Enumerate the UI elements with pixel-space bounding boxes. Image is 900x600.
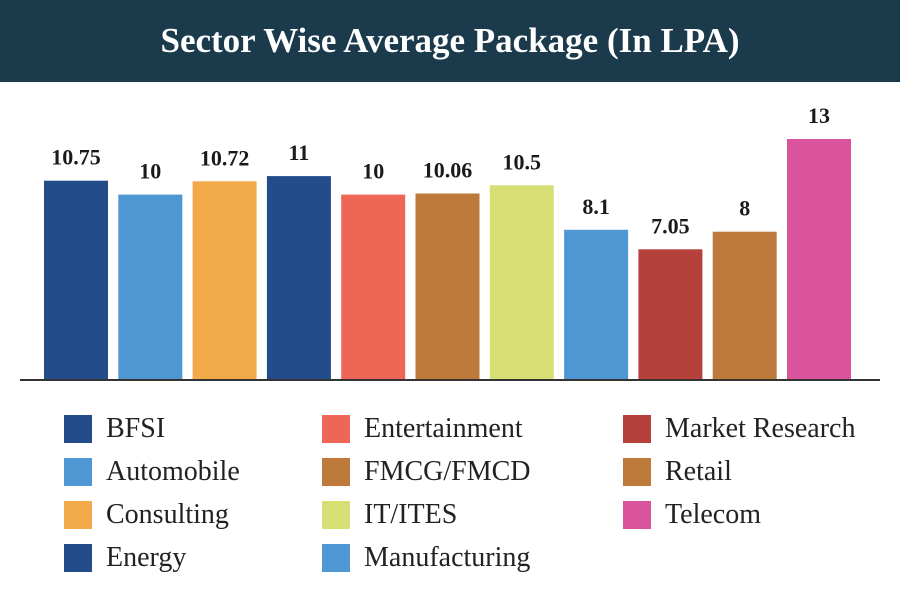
- value-label-energy: 11: [289, 140, 310, 165]
- legend-label: Automobile: [106, 456, 240, 487]
- legend-label: Telecom: [665, 499, 761, 530]
- bar-energy: [266, 176, 331, 380]
- legend-label: Market Research: [665, 413, 856, 444]
- legend-label: FMCG/FMCD: [364, 456, 531, 487]
- value-label-manufacturing: 8.1: [582, 194, 610, 219]
- value-label-market-research: 7.05: [651, 213, 690, 238]
- legend-swatch: [64, 501, 92, 529]
- legend-item-market-research: Market Research: [623, 412, 855, 446]
- value-label-entertainment: 10: [362, 159, 384, 184]
- legend-item-manufacturing: Manufacturing: [322, 541, 530, 575]
- value-label-bfsi: 10.75: [51, 145, 101, 170]
- value-label-retail: 8: [739, 196, 750, 221]
- bar-entertainment: [341, 194, 406, 380]
- legend-item-retail: Retail: [623, 455, 732, 489]
- value-label-automobile: 10: [139, 159, 161, 184]
- legend-label: BFSI: [106, 413, 166, 444]
- legend-item-automobile: Automobile: [64, 455, 240, 489]
- legend-item-consulting: Consulting: [64, 498, 229, 532]
- legend-item-energy: Energy: [64, 541, 186, 575]
- bar-market-research: [638, 249, 703, 380]
- legend-label: Entertainment: [364, 413, 523, 444]
- legend-swatch: [322, 415, 350, 443]
- bar-bfsi: [44, 180, 108, 380]
- legend-label: IT/ITES: [364, 499, 458, 530]
- legend-label: Manufacturing: [364, 542, 531, 573]
- legend-swatch: [623, 458, 651, 486]
- bar-automobile: [118, 194, 183, 380]
- chart-header: Sector Wise Average Package (In LPA): [0, 0, 900, 82]
- bar-consulting: [192, 181, 257, 380]
- legend-item-telecom: Telecom: [623, 498, 761, 532]
- legend-swatch: [322, 458, 350, 486]
- legend-swatch: [64, 544, 92, 572]
- bar-chart: 10.75 10 10.72 11 10 10.06 10.5 8.1 7.05 8 13: [20, 103, 880, 381]
- bar-manufacturing: [564, 229, 629, 380]
- value-label-fmcg-fmcd: 10.06: [423, 158, 473, 183]
- value-label-it-ites: 10.5: [503, 149, 542, 174]
- bar-retail: [712, 231, 777, 380]
- value-label-telecom: 13: [808, 103, 830, 128]
- legend-swatch: [322, 544, 350, 572]
- bar-it-ites: [489, 185, 554, 380]
- bar-group: [44, 139, 851, 380]
- legend-swatch: [623, 501, 651, 529]
- value-label-group: 10.75 10 10.72 11 10 10.06 10.5 8.1 7.05 8 13: [51, 103, 830, 238]
- legend-item-entertainment: Entertainment: [322, 412, 523, 446]
- legend-swatch: [623, 415, 651, 443]
- legend-swatch: [322, 501, 350, 529]
- legend-label: Energy: [106, 542, 187, 573]
- bar-telecom: [787, 139, 851, 380]
- legend-item-it-ites: IT/ITES: [322, 498, 457, 532]
- legend-item-bfsi: BFSI: [64, 412, 165, 446]
- value-label-consulting: 10.72: [200, 145, 250, 170]
- legend-swatch: [64, 458, 92, 486]
- legend-item-fmcg-fmcd: FMCG/FMCD: [322, 455, 531, 489]
- chart-legend: BFSI Automobile Consulting Energy Entertainm…: [0, 404, 900, 600]
- legend-swatch: [64, 415, 92, 443]
- chart-title: Sector Wise Average Package (In LPA): [160, 21, 740, 60]
- legend-label: Consulting: [106, 499, 229, 530]
- legend-label: Retail: [665, 456, 732, 487]
- bar-fmcg-fmcd: [415, 193, 480, 380]
